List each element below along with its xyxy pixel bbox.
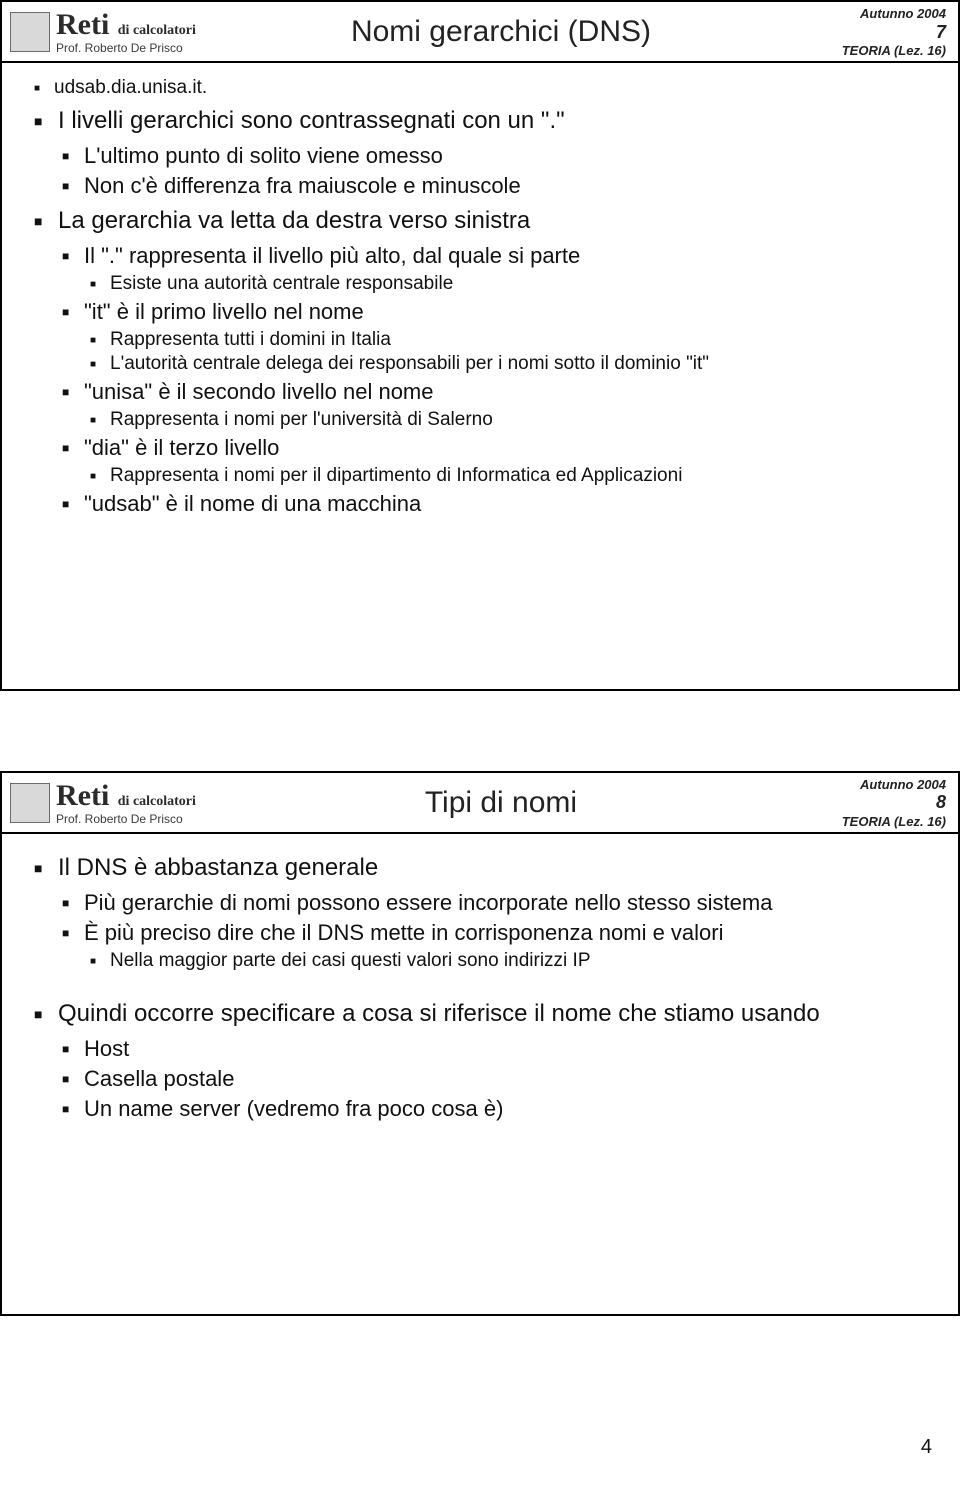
brand-line: Reti di calcolatori — [56, 781, 196, 811]
bullet-l2-b: È più preciso dire che il DNS mette in c… — [58, 920, 930, 946]
crest-icon — [10, 12, 50, 52]
term-label: Autunno 2004 — [786, 777, 946, 793]
bullet-l2-f: "dia" è il terzo livello — [58, 435, 930, 461]
slide-8-wrap: Reti di calcolatori Prof. Roberto De Pri… — [0, 771, 960, 1316]
header-right: Autunno 2004 7 TEORIA (Lez. 16) — [786, 6, 950, 59]
brand-line: Reti di calcolatori — [56, 10, 196, 40]
lez-label: TEORIA (Lez. 16) — [786, 814, 946, 830]
brand-sub: di calcolatori — [118, 23, 196, 38]
bullet-l2-c: Il "." rappresenta il livello più alto, … — [58, 243, 930, 269]
slide-body: Il DNS è abbastanza generale Più gerarch… — [2, 834, 958, 1314]
bullet-l2-d: Casella postale — [58, 1066, 930, 1092]
brand-sub: di calcolatori — [118, 794, 196, 809]
bullet-l2-d: "it" è il primo livello nel nome — [58, 299, 930, 325]
crest-icon — [10, 783, 50, 823]
page-number: 4 — [0, 1436, 932, 1459]
bullet-pre: udsab.dia.unisa.it. — [30, 77, 930, 99]
brand-main: Reti — [56, 8, 109, 41]
bullet-l2-b: Non c'è differenza fra maiuscole e minus… — [58, 173, 930, 199]
bullet-l2-g: "udsab" è il nome di una macchina — [58, 491, 930, 517]
slide-header: Reti di calcolatori Prof. Roberto De Pri… — [2, 773, 958, 834]
slide-title: Tipi di nomi — [196, 786, 786, 820]
logo-block: Reti di calcolatori Prof. Roberto De Pri… — [10, 781, 196, 825]
bullet-l1-b: La gerarchia va letta da destra verso si… — [30, 207, 930, 235]
bullet-l2-e: Un name server (vedremo fra poco cosa è) — [58, 1096, 930, 1122]
slide-title: Nomi gerarchici (DNS) — [196, 15, 786, 49]
slide-number: 8 — [786, 792, 946, 814]
bullet-l3-d2: L'autorità centrale delega dei responsab… — [86, 353, 930, 375]
bullet-l2-e: "unisa" è il secondo livello nel nome — [58, 379, 930, 405]
header-right: Autunno 2004 8 TEORIA (Lez. 16) — [786, 777, 950, 830]
bullet-l3-f1: Rappresenta i nomi per il dipartimento d… — [86, 465, 930, 487]
brand-group: Reti di calcolatori Prof. Roberto De Pri… — [56, 781, 196, 825]
bullet-l1-a: Il DNS è abbastanza generale — [30, 854, 930, 882]
slide-7-wrap: Reti di calcolatori Prof. Roberto De Pri… — [0, 0, 960, 691]
bullet-l3-b1: Nella maggior parte dei casi questi valo… — [86, 950, 930, 972]
brand-main: Reti — [56, 779, 109, 812]
bullet-l3-c1: Esiste una autorità centrale responsabil… — [86, 273, 930, 295]
bullet-l3-e1: Rappresenta i nomi per l'università di S… — [86, 409, 930, 431]
slide-body: udsab.dia.unisa.it. I livelli gerarchici… — [2, 63, 958, 689]
page: Reti di calcolatori Prof. Roberto De Pri… — [0, 0, 960, 1419]
prof-line: Prof. Roberto De Prisco — [56, 813, 196, 825]
slide-header: Reti di calcolatori Prof. Roberto De Pri… — [2, 2, 958, 63]
bullet-l1-b: Quindi occorre specificare a cosa si rif… — [30, 1000, 930, 1028]
slide-8: Reti di calcolatori Prof. Roberto De Pri… — [0, 771, 960, 1316]
bullet-l3-d1: Rappresenta tutti i domini in Italia — [86, 329, 930, 351]
logo-block: Reti di calcolatori Prof. Roberto De Pri… — [10, 10, 196, 54]
bullet-l2-c: Host — [58, 1036, 930, 1062]
slide-7: Reti di calcolatori Prof. Roberto De Pri… — [0, 0, 960, 691]
bullet-l2-a: L'ultimo punto di solito viene omesso — [58, 143, 930, 169]
lez-label: TEORIA (Lez. 16) — [786, 43, 946, 59]
slide-number: 7 — [786, 22, 946, 44]
term-label: Autunno 2004 — [786, 6, 946, 22]
bullet-l1-a: I livelli gerarchici sono contrassegnati… — [30, 107, 930, 135]
bullet-l2-a: Più gerarchie di nomi possono essere inc… — [58, 890, 930, 916]
prof-line: Prof. Roberto De Prisco — [56, 42, 196, 54]
brand-group: Reti di calcolatori Prof. Roberto De Pri… — [56, 10, 196, 54]
